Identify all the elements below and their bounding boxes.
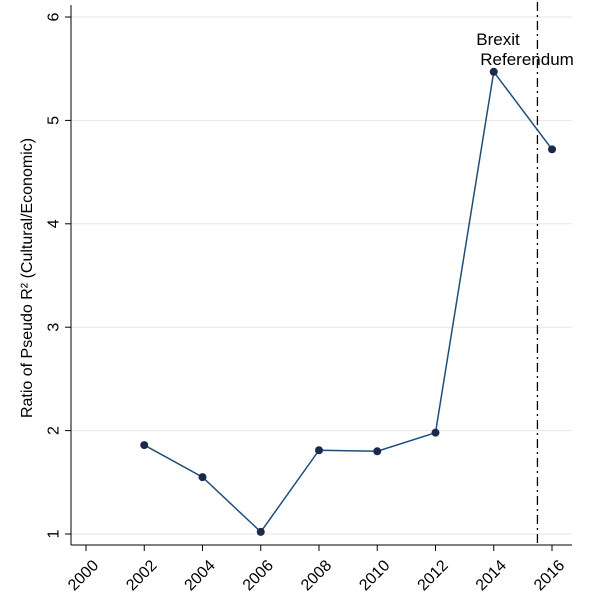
x-tick-label: 2014 xyxy=(473,557,510,594)
series-layer xyxy=(140,67,556,536)
x-tick-label: 2006 xyxy=(240,557,277,594)
x-tick-label: 2000 xyxy=(65,557,102,594)
data-point-2012 xyxy=(431,428,440,437)
y-axis-title: Ratio of Pseudo R² (Cultural/Economic) xyxy=(19,138,36,418)
axes xyxy=(70,5,572,546)
annotation-line-1: Brexit xyxy=(476,30,520,49)
x-tick-label: 2010 xyxy=(356,557,393,594)
series-line xyxy=(143,69,553,534)
x-tick-label: 2002 xyxy=(123,557,160,594)
y-tick-label: 3 xyxy=(46,323,63,332)
y-tick-label: 2 xyxy=(46,426,63,435)
data-point-2010 xyxy=(373,447,382,456)
x-tick-label: 2016 xyxy=(531,557,568,594)
data-point-2006 xyxy=(256,527,265,536)
y-tick-label: 4 xyxy=(46,219,63,228)
y-tick-label: 1 xyxy=(46,529,63,538)
x-tick-label: 2004 xyxy=(181,557,218,594)
y-ticks: 1 2 3 4 5 6 xyxy=(46,12,71,538)
data-point-2016 xyxy=(548,145,556,154)
data-point-2008 xyxy=(315,446,323,455)
data-point-2014 xyxy=(489,67,498,76)
x-ticks: 2000 2002 2004 2006 2008 2010 2012 2014 2016 xyxy=(65,545,568,594)
data-point-2002 xyxy=(140,441,149,450)
data-point-2004 xyxy=(198,473,207,482)
x-tick-label: 2008 xyxy=(298,557,335,594)
y-tick-label: 5 xyxy=(46,116,63,125)
y-tick-label: 6 xyxy=(46,12,63,21)
gridlines xyxy=(71,16,572,535)
annotation-line-2: Referendum xyxy=(480,50,574,69)
x-tick-label: 2012 xyxy=(414,557,451,594)
